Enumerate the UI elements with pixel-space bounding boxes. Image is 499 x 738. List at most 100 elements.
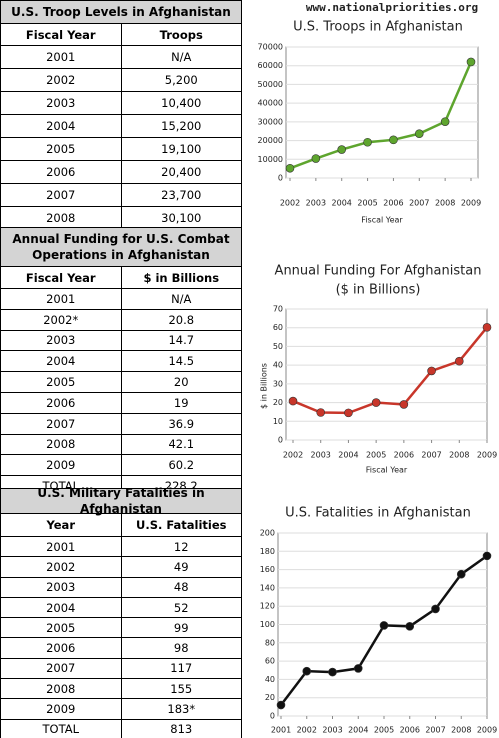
point <box>389 135 398 145</box>
point <box>276 700 286 710</box>
table-row: 2008 155 <box>1 678 241 699</box>
point <box>288 396 298 406</box>
x-tick-label: 2009 <box>477 451 497 460</box>
table-cell: 2008 <box>46 437 76 452</box>
table-row: 2007 36.9 <box>1 412 242 434</box>
y-tick-label: 80 <box>265 638 275 647</box>
table-cell: 19,100 <box>120 138 242 160</box>
y-tick-label: 0 <box>278 174 283 183</box>
point <box>302 666 312 676</box>
y-tick-label: 0 <box>270 712 275 721</box>
table-cell: 12 <box>120 537 242 557</box>
table-row: 2005 99 <box>1 617 242 638</box>
table-cell: 2005 <box>46 142 76 156</box>
table: U.S. Military Fatalities in Afghanistan Y… <box>0 486 242 738</box>
x-tick-label: 2008 <box>435 199 455 208</box>
table-cell: 2005 <box>46 375 76 390</box>
table-cell: 183* <box>120 699 242 719</box>
point <box>456 569 466 579</box>
table-cell: 2004 <box>46 119 76 133</box>
x-tick-label: 2008 <box>449 451 469 460</box>
table-row: 2004 15,200 <box>1 114 241 137</box>
table-cell: 30,100 <box>120 207 242 229</box>
x-tick-label: 2004 <box>332 199 352 208</box>
table-cell: 99 <box>120 618 242 638</box>
table-cell: 42.1 <box>120 434 242 455</box>
table-row: 2001 12 <box>1 536 242 557</box>
table-cell: 2005 <box>46 620 76 635</box>
table-row: TOTAL 813 <box>1 718 241 738</box>
table-cell: 20,400 <box>120 161 242 183</box>
y-tick-label: 20000 <box>258 136 283 145</box>
table-row: 2005 19,100 <box>1 137 241 160</box>
table-row: 2002* 20.8 <box>1 308 242 330</box>
table-row: 2006 19 <box>1 391 241 413</box>
table-cell: 117 <box>120 658 242 679</box>
table-cell: 98 <box>120 638 242 658</box>
table-cell: 36.9 <box>120 413 242 434</box>
y-tick-label: 10 <box>273 417 283 426</box>
y-tick-label: 60000 <box>258 61 283 70</box>
x-tick-label: 2007 <box>425 726 445 735</box>
plot-area <box>285 308 488 441</box>
table-cell: 14.7 <box>120 330 242 351</box>
point <box>405 622 415 631</box>
table-cell: 2003 <box>46 580 76 595</box>
column-header: U.S. Fatalities <box>120 514 242 536</box>
table-row: 2008 42.1 <box>1 433 242 455</box>
x-tick-label: 2009 <box>477 726 497 735</box>
table-cell: 2004 <box>46 600 76 615</box>
y-tick-label: 60 <box>273 323 283 332</box>
table-row: 2006 20,400 <box>1 160 241 183</box>
x-tick-label: 2003 <box>322 726 342 735</box>
table-row: 2002 5,200 <box>1 68 241 91</box>
point <box>328 667 337 677</box>
table-row: 2009 183* <box>1 698 242 719</box>
table-cell: 2006 <box>46 165 76 179</box>
table-cell: 20.8 <box>120 309 242 330</box>
y-axis-label: $ in Billions <box>260 363 269 409</box>
table-cell: N/A <box>120 46 242 68</box>
x-tick-label: 2001 <box>271 726 291 735</box>
y-tick-label: 20 <box>273 398 283 407</box>
table-cell: 2009 <box>46 702 76 717</box>
table-cell: 2007 <box>46 188 76 202</box>
table-cell: 2006 <box>46 395 76 410</box>
table-cell: 14.5 <box>120 351 242 372</box>
table-cell: 2006 <box>46 641 76 656</box>
y-tick-label: 40 <box>273 361 283 370</box>
y-tick-label: 50000 <box>258 80 283 89</box>
table-title: U.S. Military Fatalities in Afghanistan <box>1 486 241 516</box>
point <box>431 604 440 614</box>
x-tick-label: 2006 <box>400 726 420 735</box>
point <box>344 408 353 418</box>
table-cell: 2001 <box>46 539 76 554</box>
point <box>316 408 326 417</box>
y-tick-label: 140 <box>260 583 275 592</box>
table-cell: 2001 <box>46 50 76 64</box>
x-tick-label: 2002 <box>283 451 303 460</box>
y-tick-label: 60 <box>265 657 275 666</box>
chart-subtitle: ($ in Billions) <box>336 283 421 298</box>
table-cell: TOTAL <box>42 722 79 737</box>
x-tick-label: 2006 <box>394 451 414 460</box>
table-title: U.S. Troop Levels in Afghanistan <box>1 1 241 23</box>
point <box>466 57 476 67</box>
column-header: Year <box>46 518 75 532</box>
column-header: Troops <box>120 24 242 45</box>
table-cell: 23,700 <box>120 184 242 206</box>
table-row: 2001 N/A <box>1 45 241 68</box>
x-tick-label: 2005 <box>357 199 377 208</box>
table-cell: 2002* <box>43 312 79 327</box>
table-cell: 52 <box>120 597 242 618</box>
table-row: 2007 23,700 <box>1 183 241 206</box>
y-tick-label: 30000 <box>258 117 283 126</box>
table-cell: 2008 <box>46 211 76 225</box>
table-cell: 2002 <box>46 559 76 574</box>
y-tick-label: 10000 <box>258 155 283 164</box>
table-cell: 5,200 <box>120 69 242 91</box>
table-cell: 15,200 <box>120 115 242 137</box>
line <box>289 61 473 170</box>
point <box>311 154 321 163</box>
